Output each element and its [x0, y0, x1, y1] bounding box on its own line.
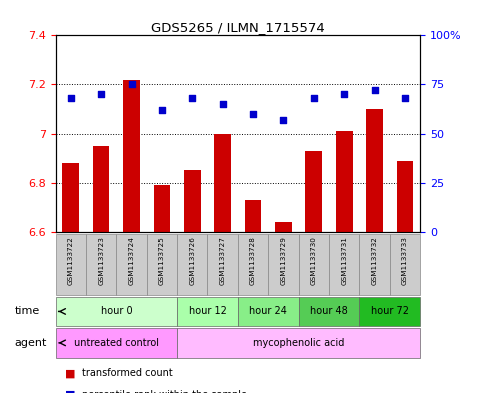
Text: ■: ■: [65, 368, 76, 378]
Text: untreated control: untreated control: [74, 338, 159, 348]
Bar: [208, 234, 238, 295]
Bar: [123, 80, 140, 232]
Bar: [177, 328, 420, 358]
Text: hour 24: hour 24: [249, 307, 287, 316]
Point: [188, 95, 196, 101]
Point: [158, 107, 166, 113]
Bar: [214, 134, 231, 232]
Bar: [359, 297, 420, 326]
Text: GSM1133732: GSM1133732: [371, 236, 378, 285]
Point: [401, 95, 409, 101]
Point: [310, 95, 318, 101]
Bar: [298, 297, 359, 326]
Point: [280, 117, 287, 123]
Text: transformed count: transformed count: [82, 368, 173, 378]
Point: [341, 91, 348, 97]
Bar: [359, 234, 390, 295]
Text: GSM1133723: GSM1133723: [98, 236, 104, 285]
Bar: [147, 234, 177, 295]
Text: hour 0: hour 0: [100, 307, 132, 316]
Text: GSM1133726: GSM1133726: [189, 236, 195, 285]
Bar: [268, 234, 298, 295]
Text: GSM1133722: GSM1133722: [68, 236, 74, 285]
Bar: [336, 131, 353, 232]
Text: hour 48: hour 48: [310, 307, 348, 316]
Bar: [275, 222, 292, 232]
Point: [97, 91, 105, 97]
Bar: [56, 328, 177, 358]
Bar: [305, 151, 322, 232]
Bar: [56, 297, 177, 326]
Bar: [154, 185, 170, 232]
Bar: [62, 163, 79, 232]
Bar: [177, 234, 208, 295]
Text: agent: agent: [14, 338, 47, 348]
Bar: [238, 234, 268, 295]
Text: GSM1133727: GSM1133727: [220, 236, 226, 285]
Bar: [245, 200, 261, 232]
Bar: [329, 234, 359, 295]
Text: percentile rank within the sample: percentile rank within the sample: [82, 390, 247, 393]
Text: ■: ■: [65, 390, 76, 393]
Bar: [93, 146, 110, 232]
Text: hour 12: hour 12: [188, 307, 227, 316]
Bar: [390, 234, 420, 295]
Bar: [397, 161, 413, 232]
Text: GSM1133730: GSM1133730: [311, 236, 317, 285]
Text: hour 72: hour 72: [371, 307, 409, 316]
Point: [67, 95, 74, 101]
Bar: [86, 234, 116, 295]
Bar: [184, 171, 200, 232]
Text: GSM1133729: GSM1133729: [281, 236, 286, 285]
Bar: [238, 297, 298, 326]
Text: GSM1133731: GSM1133731: [341, 236, 347, 285]
Bar: [116, 234, 147, 295]
Text: GSM1133728: GSM1133728: [250, 236, 256, 285]
Bar: [177, 297, 238, 326]
Point: [249, 111, 257, 117]
Point: [219, 101, 227, 107]
Text: mycophenolic acid: mycophenolic acid: [253, 338, 344, 348]
Text: GSM1133724: GSM1133724: [128, 236, 135, 285]
Bar: [56, 234, 86, 295]
Bar: [298, 234, 329, 295]
Title: GDS5265 / ILMN_1715574: GDS5265 / ILMN_1715574: [151, 21, 325, 34]
Text: GSM1133725: GSM1133725: [159, 236, 165, 285]
Text: time: time: [14, 307, 40, 316]
Text: GSM1133733: GSM1133733: [402, 236, 408, 285]
Point: [128, 81, 135, 88]
Point: [371, 87, 379, 94]
Bar: [366, 109, 383, 232]
